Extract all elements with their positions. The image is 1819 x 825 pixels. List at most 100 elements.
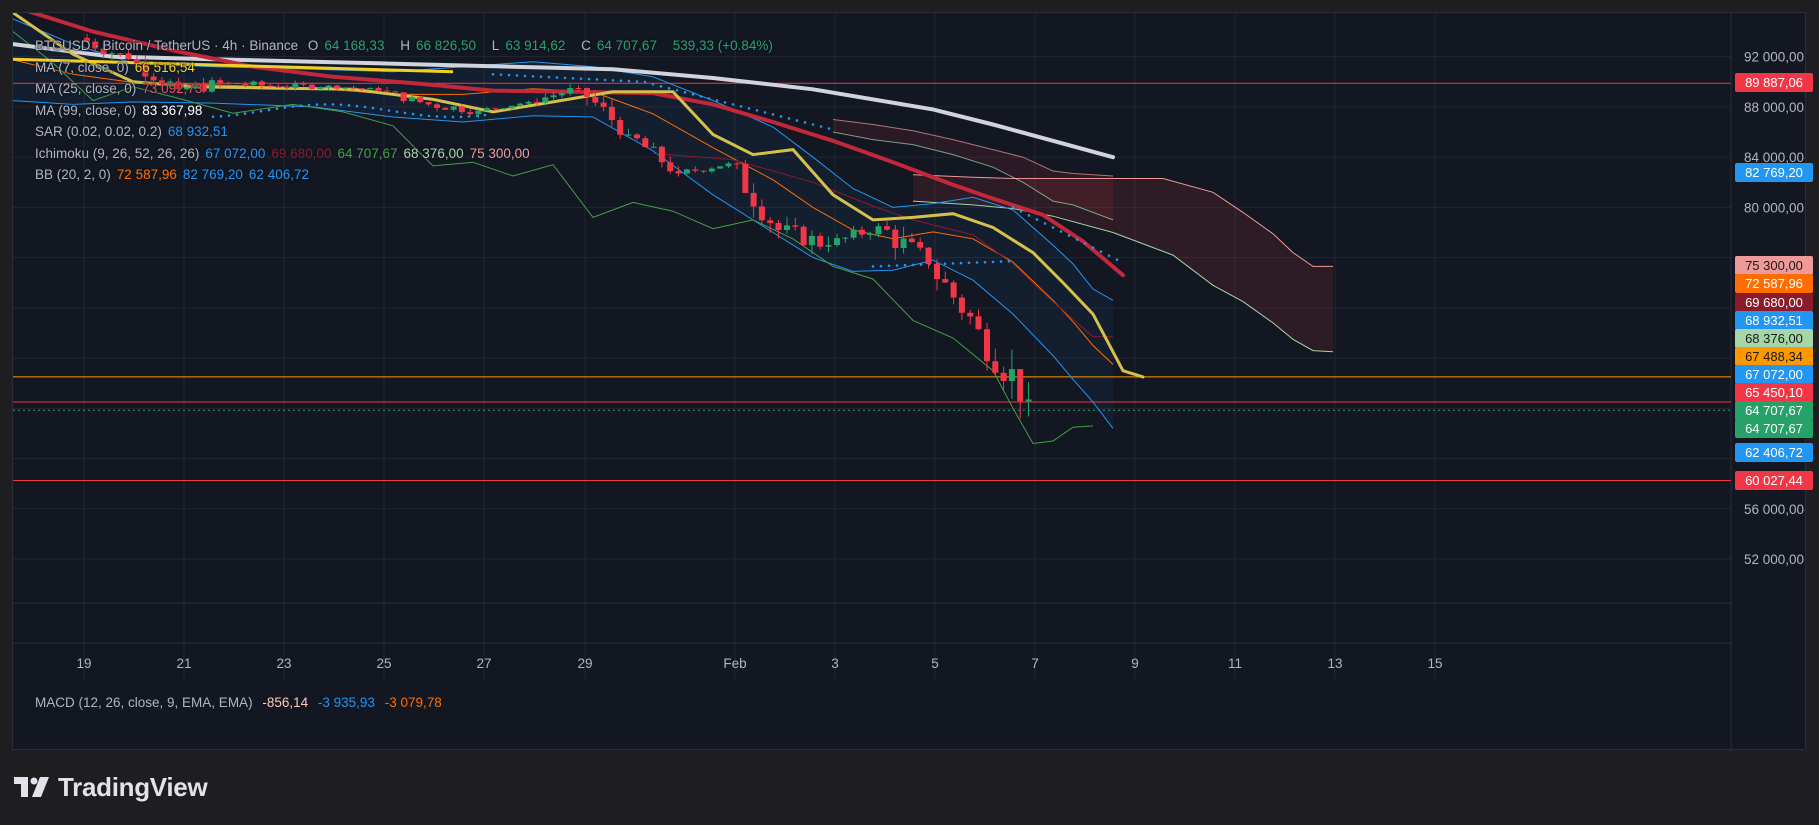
- tradingview-logo[interactable]: TradingView: [14, 771, 208, 802]
- candle-body: [900, 238, 907, 248]
- candle-body: [350, 87, 357, 89]
- price-tag: 72 587,96: [1735, 274, 1813, 294]
- candle-body: [950, 282, 957, 298]
- sar-dot: [919, 263, 923, 266]
- indicator-row[interactable]: Ichimoku (9, 26, 52, 26, 26) 67 072,00 69 …: [35, 143, 779, 165]
- candle-body: [558, 93, 565, 96]
- sar-dot: [911, 263, 915, 267]
- candle-body: [700, 170, 707, 172]
- tradingview-wordmark: TradingView: [58, 771, 208, 802]
- sar-dot: [715, 99, 719, 102]
- candles: [84, 33, 1032, 419]
- indicator-value: 62 406,72: [248, 167, 309, 182]
- sar-dot: [547, 75, 551, 79]
- candle-body: [684, 169, 690, 174]
- sar-dot: [1099, 250, 1103, 253]
- candle-body: [608, 106, 615, 121]
- candle-body: [142, 63, 149, 77]
- sar-dot: [283, 106, 287, 109]
- sar-dot: [427, 114, 431, 118]
- candle-body: [158, 80, 165, 85]
- candle-body: [708, 168, 715, 172]
- candle-body: [925, 247, 932, 264]
- candle-body: [258, 81, 265, 86]
- price-tag: 67 488,34: [1735, 346, 1813, 366]
- sar-dot: [435, 115, 439, 118]
- leading-span-a-early: [832, 131, 1114, 221]
- sar-dot: [411, 112, 415, 116]
- candle-body: [217, 80, 224, 83]
- indicator-legend: BTCUSD · Bitcoin / TetherUS · 4h · Binan…: [35, 35, 779, 186]
- sar-dot: [991, 260, 995, 264]
- ohlc-open: O 64 168,33: [307, 38, 385, 53]
- candle-body: [675, 171, 682, 174]
- price-tag: 69 680,00: [1735, 292, 1813, 312]
- main-chart[interactable]: 92 000,00 88 000,00 84 000,00 80 000,00 56 0…: [13, 13, 1807, 751]
- candle-body: [734, 163, 740, 165]
- candle-body: [108, 53, 115, 55]
- candle-body: [775, 222, 782, 230]
- sar-dot: [291, 105, 295, 108]
- candle-body: [850, 229, 857, 238]
- candle-body: [792, 225, 799, 227]
- sar-dot: [879, 264, 883, 268]
- indicator-row[interactable]: BB (20, 2, 0) 72 587,96 82 769,20 62 406,72: [35, 164, 779, 186]
- candle-body: [592, 96, 599, 103]
- indicator-value: 83 367,98: [142, 102, 203, 118]
- candle-body: [200, 83, 207, 92]
- indicator-row[interactable]: MA (7, close, 0) 66 516,54: [35, 57, 779, 79]
- macd-value-macd: -856,14: [262, 695, 309, 710]
- candle-body: [817, 235, 824, 247]
- sar-dot: [1051, 226, 1055, 229]
- time-axis-label: 3: [831, 656, 839, 671]
- sar-dot: [467, 115, 471, 118]
- sar-dot: [627, 79, 631, 83]
- candle-body: [450, 106, 457, 110]
- candle-body: [308, 84, 315, 90]
- indicator-name: MA (25, close, 0): [35, 81, 137, 96]
- price-axis-label: 88 000,00: [1744, 100, 1804, 115]
- candle-body: [375, 87, 382, 91]
- sar-dot: [731, 103, 735, 106]
- ma-7-line: [13, 13, 1145, 379]
- candle-body: [100, 48, 107, 55]
- sar-dot: [587, 77, 591, 81]
- candle-body: [667, 162, 674, 172]
- candle-body: [492, 108, 499, 110]
- leading-span-b-early: [832, 119, 1114, 177]
- indicator-row[interactable]: SAR (0.02, 0.02, 0.2) 68 932,51: [35, 121, 779, 143]
- candle-body: [1025, 399, 1032, 402]
- sar-dot: [707, 97, 711, 100]
- sar-dot: [723, 101, 727, 104]
- time-axis-label: 13: [1327, 656, 1342, 671]
- candle-body: [417, 96, 424, 103]
- sar-dot: [1019, 210, 1023, 213]
- cloud-fill: [913, 174, 1333, 352]
- sar-dot: [395, 110, 399, 114]
- sar-dot: [251, 111, 255, 114]
- sar-dot: [523, 74, 527, 78]
- indicator-row[interactable]: MA (25, close, 0) 73 092,73: [35, 78, 779, 100]
- sar-dot: [339, 103, 343, 107]
- sar-dot: [787, 117, 791, 120]
- sar-dot: [819, 125, 823, 128]
- sar-dot: [967, 261, 971, 265]
- indicator-value: 72 587,96: [116, 167, 177, 182]
- sar-dot: [659, 85, 663, 88]
- ohlc-high: H 66 826,50: [400, 38, 477, 53]
- time-axis-label: Feb: [723, 656, 746, 671]
- candle-body: [267, 85, 274, 87]
- sar-dot: [763, 111, 767, 114]
- sar-dot: [259, 109, 263, 113]
- candle-body: [808, 235, 815, 246]
- sar-dot: [211, 115, 215, 119]
- macd-title: MACD (12, 26, close, 9, EMA, EMA): [35, 695, 253, 710]
- candle-body: [192, 83, 199, 88]
- sar-dot: [459, 115, 463, 119]
- price-axis-label: 92 000,00: [1744, 50, 1804, 65]
- sar-dot: [387, 109, 391, 112]
- sar-dot: [1091, 246, 1095, 249]
- indicator-row[interactable]: MA (99, close, 0) 83 367,98: [35, 100, 779, 122]
- candle-body: [184, 87, 190, 90]
- candle-body: [908, 238, 915, 243]
